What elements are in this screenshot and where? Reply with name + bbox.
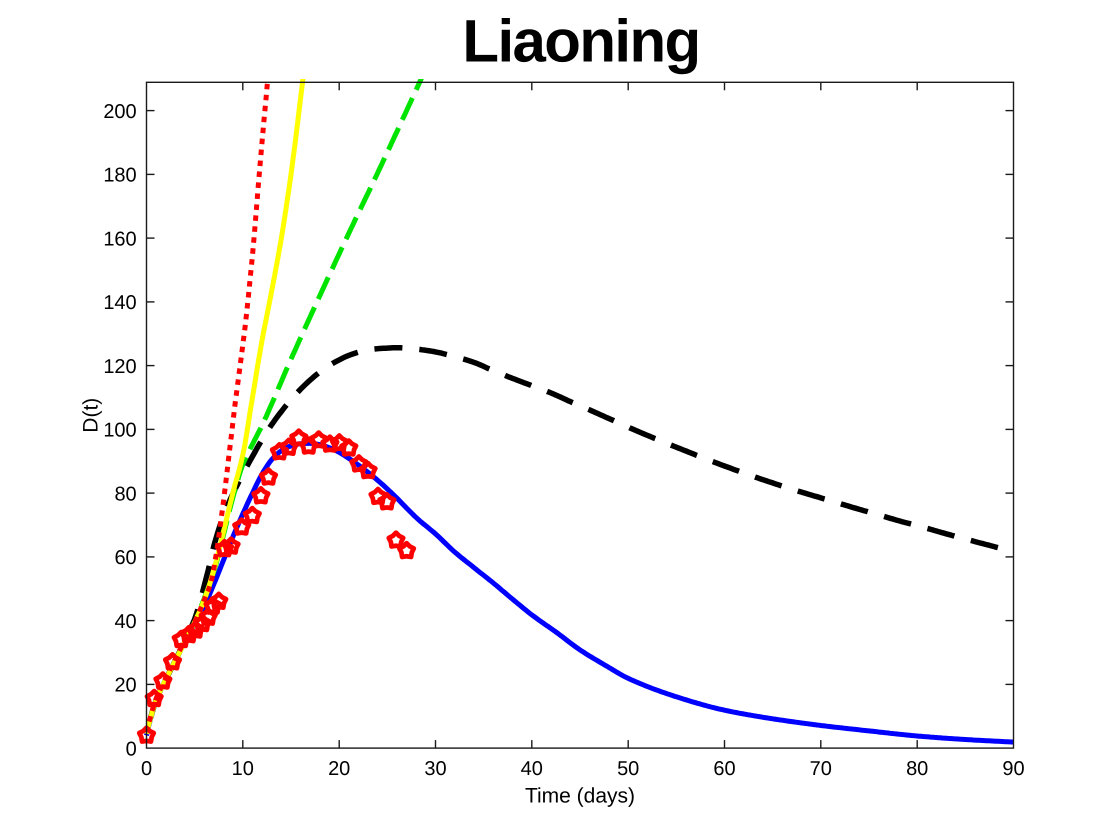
svg-text:20: 20 — [328, 758, 350, 780]
svg-text:0: 0 — [141, 758, 152, 780]
svg-text:D(t): D(t) — [79, 398, 102, 433]
svg-text:180: 180 — [103, 165, 136, 187]
svg-text:40: 40 — [114, 611, 136, 633]
svg-text:160: 160 — [103, 228, 136, 250]
svg-text:0: 0 — [126, 738, 137, 760]
svg-text:60: 60 — [114, 547, 136, 569]
svg-text:200: 200 — [103, 101, 136, 123]
svg-text:80: 80 — [114, 483, 136, 505]
svg-text:30: 30 — [424, 758, 446, 780]
svg-text:70: 70 — [810, 758, 832, 780]
svg-text:10: 10 — [232, 758, 254, 780]
svg-text:40: 40 — [521, 758, 543, 780]
svg-text:20: 20 — [114, 675, 136, 697]
svg-text:Time (days): Time (days) — [525, 784, 635, 807]
svg-text:60: 60 — [713, 758, 735, 780]
svg-text:90: 90 — [1002, 758, 1024, 780]
svg-text:Liaoning: Liaoning — [462, 8, 699, 75]
svg-text:80: 80 — [906, 758, 928, 780]
svg-text:50: 50 — [617, 758, 639, 780]
svg-text:140: 140 — [103, 292, 136, 314]
svg-text:120: 120 — [103, 356, 136, 378]
svg-text:100: 100 — [103, 420, 136, 442]
